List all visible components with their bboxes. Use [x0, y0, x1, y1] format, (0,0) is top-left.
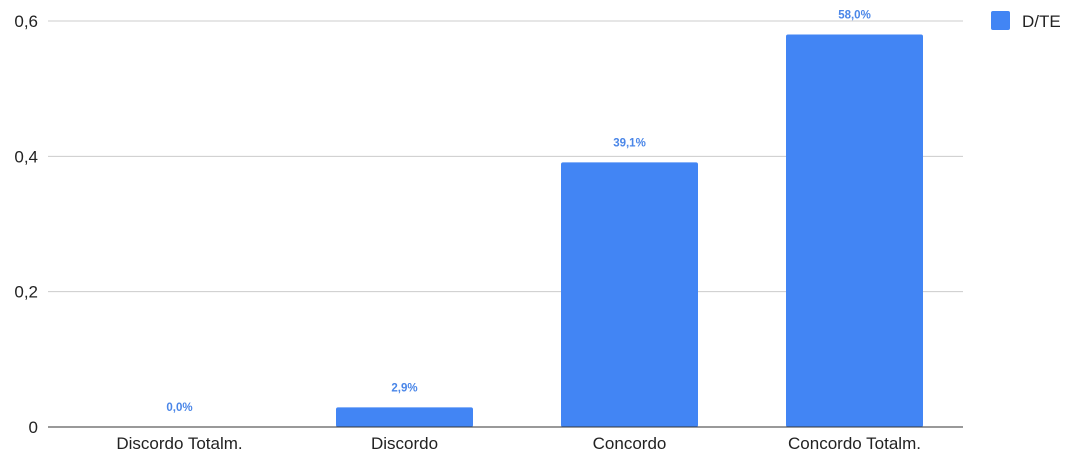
y-tick-label: 0,6: [14, 12, 38, 31]
y-axis-tick-labels: 0 0,2 0,4 0,6: [14, 12, 38, 437]
legend-swatch: [991, 11, 1010, 30]
y-tick-label: 0,2: [14, 283, 38, 302]
x-axis-category-labels: Discordo Totalm. Discordo Concordo Concordo…: [116, 434, 921, 452]
y-tick-label: 0: [29, 418, 38, 437]
data-labels: 0,0% 2,9% 39,1% 58,0%: [166, 10, 870, 414]
bar[interactable]: [786, 34, 923, 428]
bars: [336, 34, 923, 428]
data-label: 58,0%: [838, 10, 871, 22]
data-label: 39,1%: [613, 137, 646, 149]
y-tick-label: 0,4: [14, 147, 38, 166]
data-label: 0,0%: [166, 402, 192, 414]
bar[interactable]: [336, 407, 473, 427]
data-label: 2,9%: [391, 382, 417, 394]
bar[interactable]: [561, 162, 698, 427]
x-category-label: Discordo Totalm.: [116, 434, 242, 452]
x-category-label: Discordo: [371, 434, 438, 452]
legend-label: D/TE: [1022, 12, 1061, 31]
x-category-label: Concordo Totalm.: [788, 434, 921, 452]
legend[interactable]: D/TE: [991, 11, 1061, 31]
x-category-label: Concordo: [593, 434, 667, 452]
